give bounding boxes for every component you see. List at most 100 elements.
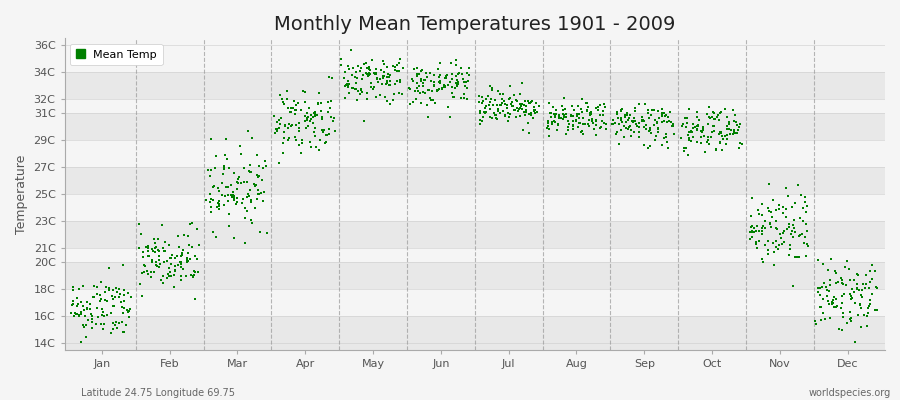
- Point: [80, 306, 94, 312]
- Point: [863, 297, 878, 304]
- Point: [353, 91, 367, 98]
- Point: [643, 128, 657, 134]
- Point: [855, 294, 869, 300]
- Point: [85, 316, 99, 322]
- Point: [761, 208, 776, 214]
- Point: [688, 124, 702, 130]
- Point: [456, 76, 471, 82]
- Point: [811, 257, 825, 263]
- Point: [632, 123, 646, 130]
- Point: [559, 131, 573, 137]
- Point: [181, 258, 195, 265]
- Point: [334, 56, 348, 62]
- Point: [821, 298, 835, 304]
- Point: [650, 120, 664, 126]
- Point: [235, 200, 249, 206]
- Point: [350, 62, 365, 69]
- Point: [218, 193, 232, 200]
- Point: [255, 190, 269, 196]
- Point: [621, 117, 635, 124]
- Point: [482, 93, 496, 100]
- Point: [116, 310, 130, 316]
- Point: [816, 310, 831, 316]
- Point: [154, 222, 168, 228]
- Point: [663, 119, 678, 125]
- Point: [714, 130, 728, 136]
- Point: [520, 98, 535, 104]
- Point: [859, 281, 873, 287]
- Point: [119, 322, 133, 328]
- Point: [628, 105, 643, 111]
- Point: [597, 101, 611, 108]
- Point: [202, 172, 217, 179]
- Bar: [65, 316, 885, 343]
- Point: [360, 64, 374, 71]
- Point: [382, 71, 397, 78]
- Point: [227, 197, 241, 203]
- Point: [566, 107, 580, 113]
- Point: [589, 132, 603, 138]
- Point: [410, 84, 424, 91]
- Point: [758, 218, 772, 224]
- Point: [238, 240, 252, 246]
- Point: [308, 113, 322, 120]
- Point: [680, 120, 694, 126]
- Point: [813, 304, 827, 311]
- Point: [134, 293, 148, 300]
- Point: [393, 78, 408, 85]
- Point: [580, 107, 594, 113]
- Point: [449, 56, 464, 63]
- Point: [81, 317, 95, 323]
- Point: [283, 135, 297, 141]
- Point: [67, 287, 81, 294]
- Point: [662, 145, 676, 152]
- Point: [176, 232, 191, 238]
- Point: [152, 248, 166, 255]
- Point: [500, 105, 515, 112]
- Point: [113, 299, 128, 306]
- Point: [835, 309, 850, 316]
- Point: [239, 179, 254, 185]
- Point: [164, 273, 178, 280]
- Point: [359, 60, 374, 66]
- Point: [833, 275, 848, 281]
- Point: [589, 117, 603, 124]
- Point: [708, 116, 723, 122]
- Point: [643, 125, 657, 131]
- Point: [701, 121, 716, 127]
- Point: [298, 113, 312, 119]
- Point: [302, 117, 317, 124]
- Point: [505, 98, 519, 105]
- Point: [122, 308, 136, 314]
- Point: [479, 109, 493, 115]
- Point: [718, 141, 733, 147]
- Point: [571, 102, 585, 109]
- Point: [764, 224, 778, 230]
- Point: [229, 201, 243, 208]
- Point: [493, 110, 508, 116]
- Point: [457, 95, 472, 101]
- Point: [424, 77, 438, 84]
- Point: [386, 96, 400, 103]
- Point: [527, 108, 542, 115]
- Point: [414, 68, 428, 74]
- Point: [559, 111, 573, 117]
- Point: [526, 115, 540, 122]
- Point: [478, 110, 492, 116]
- Point: [457, 79, 472, 86]
- Point: [620, 112, 634, 118]
- Point: [598, 104, 612, 110]
- Point: [356, 72, 370, 78]
- Point: [860, 272, 874, 278]
- Point: [510, 108, 525, 114]
- Point: [712, 116, 726, 123]
- Point: [222, 223, 237, 230]
- Point: [345, 72, 359, 78]
- Point: [518, 112, 532, 119]
- Point: [562, 123, 576, 130]
- Point: [483, 105, 498, 112]
- Point: [818, 315, 832, 322]
- Point: [498, 113, 512, 120]
- Point: [423, 95, 437, 101]
- Point: [542, 125, 556, 132]
